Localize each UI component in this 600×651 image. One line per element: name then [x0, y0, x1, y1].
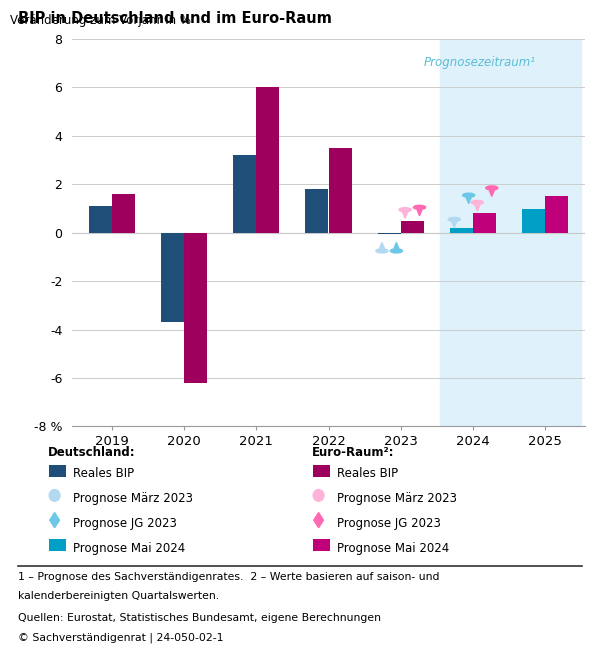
- Circle shape: [486, 186, 498, 190]
- Bar: [305, 189, 329, 233]
- Text: Prognosezeitraum¹: Prognosezeitraum¹: [424, 57, 536, 70]
- Text: Reales BIP: Reales BIP: [337, 467, 398, 480]
- Circle shape: [471, 201, 484, 204]
- Bar: [329, 148, 352, 233]
- Text: Prognose JG 2023: Prognose JG 2023: [337, 517, 441, 530]
- Bar: [161, 233, 184, 322]
- Text: Prognose März 2023: Prognose März 2023: [337, 492, 457, 505]
- Bar: [112, 194, 135, 233]
- Text: Prognose März 2023: Prognose März 2023: [73, 492, 193, 505]
- Text: Prognose JG 2023: Prognose JG 2023: [73, 517, 177, 530]
- Bar: [89, 206, 112, 233]
- Polygon shape: [379, 242, 385, 249]
- Text: © Sachverständigenrat | 24-050-02-1: © Sachverständigenrat | 24-050-02-1: [18, 632, 223, 643]
- Bar: [473, 214, 496, 233]
- Bar: [184, 233, 207, 383]
- Polygon shape: [466, 197, 471, 204]
- Polygon shape: [417, 210, 422, 215]
- Bar: [450, 228, 473, 233]
- Bar: [377, 233, 401, 234]
- Text: BIP in Deutschland und im Euro-Raum: BIP in Deutschland und im Euro-Raum: [18, 11, 332, 26]
- Polygon shape: [403, 212, 407, 218]
- Bar: [440, 39, 581, 426]
- Circle shape: [391, 249, 403, 253]
- Text: Prognose Mai 2024: Prognose Mai 2024: [73, 542, 185, 555]
- Circle shape: [463, 193, 475, 197]
- Text: kalenderbereinigten Quartalswerten.: kalenderbereinigten Quartalswerten.: [18, 591, 219, 601]
- Bar: [545, 197, 568, 233]
- Bar: [401, 221, 424, 233]
- Polygon shape: [489, 190, 494, 197]
- Text: Euro-Raum²:: Euro-Raum²:: [312, 446, 395, 459]
- Circle shape: [448, 217, 460, 221]
- Text: Veränderung zum Vorjahr in %: Veränderung zum Vorjahr in %: [10, 14, 191, 27]
- Polygon shape: [394, 242, 399, 249]
- Bar: [256, 87, 280, 233]
- Text: 1 – Prognose des Sachverständigenrates.  2 – Werte basieren auf saison- und: 1 – Prognose des Sachverständigenrates. …: [18, 572, 439, 581]
- Circle shape: [413, 205, 425, 210]
- Text: Reales BIP: Reales BIP: [73, 467, 134, 480]
- Bar: [522, 208, 545, 233]
- Polygon shape: [452, 221, 457, 228]
- Polygon shape: [475, 204, 480, 211]
- Text: Quellen: Eurostat, Statistisches Bundesamt, eigene Berechnungen: Quellen: Eurostat, Statistisches Bundesa…: [18, 613, 381, 622]
- Bar: [233, 156, 256, 233]
- Circle shape: [376, 249, 388, 253]
- Text: Prognose Mai 2024: Prognose Mai 2024: [337, 542, 449, 555]
- Text: Deutschland:: Deutschland:: [48, 446, 136, 459]
- Circle shape: [399, 208, 411, 212]
